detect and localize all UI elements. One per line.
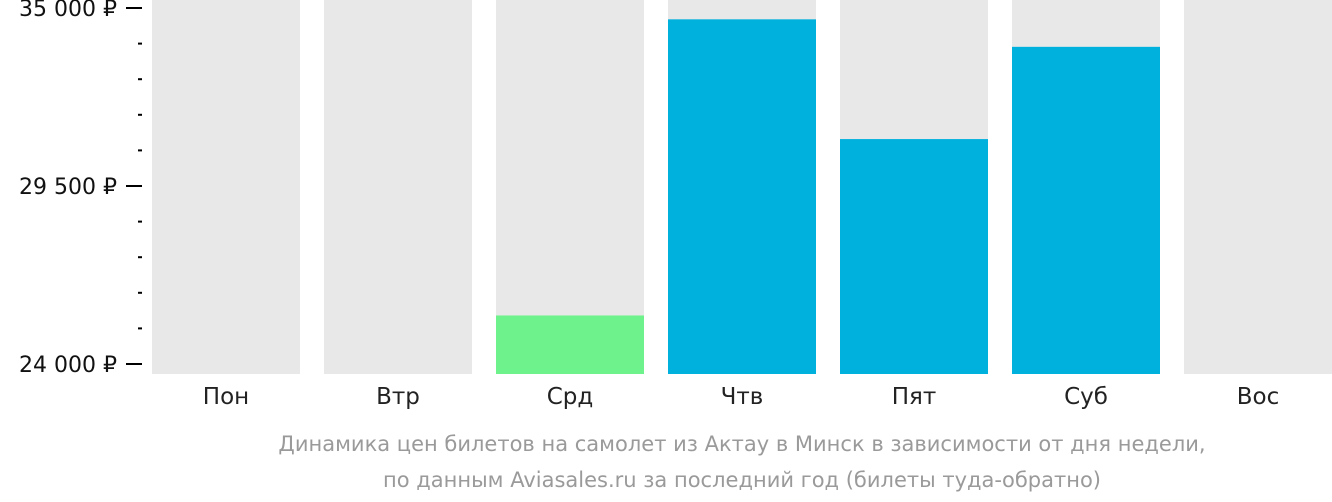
y-tick-label-1: 35 000 ₽ [19, 0, 117, 22]
x-tick-label-7: Вос [1237, 384, 1280, 410]
bar-background-3 [496, 0, 644, 374]
bar-5[interactable] [840, 139, 988, 374]
x-tick-label-2: Втр [376, 384, 420, 410]
y-axis: 35 000 ₽ 29 500 ₽ 24 000 ₽ [19, 0, 142, 378]
y-tick-label-2: 29 500 ₽ [19, 175, 117, 200]
bar-background-2 [324, 0, 472, 374]
price-bars [496, 19, 1160, 375]
bar-background-1 [152, 0, 300, 374]
x-tick-label-6: Суб [1064, 384, 1108, 410]
chart-caption: Динамика цен билетов на самолет из Актау… [278, 432, 1205, 492]
bar-6[interactable] [1012, 46, 1160, 374]
x-tick-label-3: Срд [547, 384, 594, 410]
caption-line-2: по данным Aviasales.ru за последний год … [383, 468, 1101, 492]
x-tick-label-5: Пят [892, 384, 937, 410]
x-tick-label-4: Чтв [721, 384, 764, 410]
bar-3[interactable] [496, 315, 644, 374]
x-axis-labels: Пон Втр Срд Чтв Пят Суб Вос [203, 384, 1279, 410]
bar-background-7 [1184, 0, 1332, 374]
bar-4[interactable] [668, 19, 816, 375]
x-tick-label-1: Пон [203, 384, 249, 410]
y-tick-label-3: 24 000 ₽ [19, 353, 117, 378]
caption-line-1: Динамика цен билетов на самолет из Актау… [278, 432, 1205, 456]
